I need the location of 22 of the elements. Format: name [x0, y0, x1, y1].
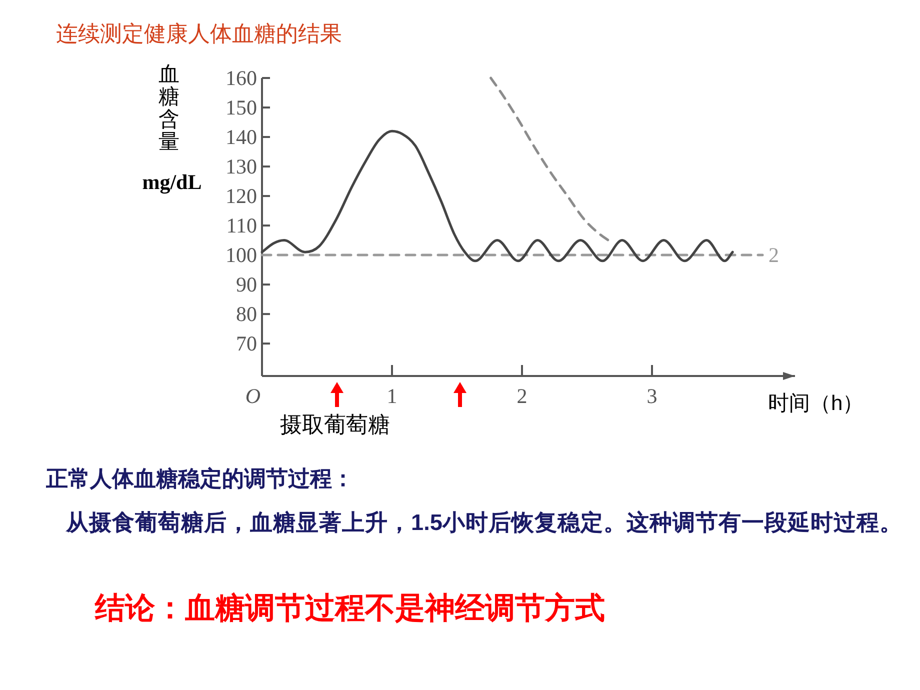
ylabel: 血糖含量 mg/dL — [142, 63, 202, 194]
y-tick-label: 80 — [236, 302, 257, 326]
x-tick-label: O — [245, 384, 261, 408]
y-tick-label: 70 — [236, 332, 257, 356]
text: 摄取葡萄糖 — [280, 412, 390, 437]
y-tick-label: 110 — [226, 214, 257, 238]
xlabel: 时间（h） — [768, 392, 864, 415]
title: 连续测定健康人体血糖的结果 — [56, 21, 342, 46]
y-tick-label: 140 — [226, 125, 257, 150]
y-tick-label: 130 — [226, 154, 257, 179]
y-tick-label: 150 — [226, 96, 257, 120]
text: 结论：血糖调节过程不是神经调节方式 — [94, 591, 605, 625]
y-tick-label: 90 — [236, 272, 257, 297]
series-label: 2 — [768, 243, 779, 268]
x-tick-label: 1 — [386, 384, 398, 408]
y-tick-label: 120 — [226, 184, 257, 208]
y-tick-label: 100 — [226, 243, 257, 268]
text: 从摄食葡萄糖后，血糖显著上升，1.5小时后恢复稳定。这种调节有一段延时过程。 — [65, 509, 902, 535]
x-tick-label: 3 — [646, 384, 658, 408]
text: 正常人体血糖稳定的调节过程： — [45, 466, 354, 491]
y-tick-label: 160 — [226, 66, 257, 90]
x-tick-label: 2 — [516, 384, 528, 408]
